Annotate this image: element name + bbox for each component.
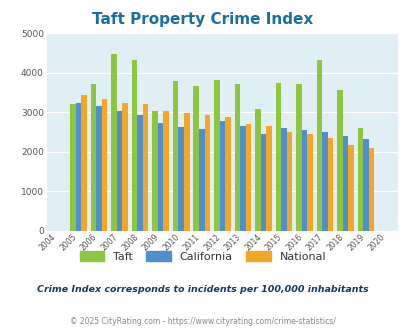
Bar [163,111,168,231]
Bar [295,84,301,231]
Bar [347,145,353,231]
Bar [91,84,96,231]
Bar [158,123,163,231]
Bar [117,111,122,231]
Bar [337,90,342,231]
Bar [362,139,368,231]
Bar [193,86,198,231]
Bar [245,124,251,231]
Bar [81,95,87,231]
Bar [342,136,347,231]
Bar [234,84,239,231]
Bar [219,121,224,231]
Bar [122,103,128,231]
Bar [357,128,362,231]
Bar [143,104,148,231]
Text: Crime Index corresponds to incidents per 100,000 inhabitants: Crime Index corresponds to incidents per… [37,285,368,294]
Bar [204,115,209,231]
Bar [111,53,117,231]
Bar [260,134,265,231]
Text: © 2025 CityRating.com - https://www.cityrating.com/crime-statistics/: © 2025 CityRating.com - https://www.city… [70,317,335,326]
Bar [286,132,292,231]
Bar [76,103,81,231]
Bar [132,60,137,231]
Bar [275,82,280,231]
Bar [102,99,107,231]
Bar [368,148,373,231]
Bar [213,80,219,231]
Bar [239,126,245,231]
Text: Taft Property Crime Index: Taft Property Crime Index [92,12,313,26]
Bar [307,134,312,231]
Bar [265,126,271,231]
Bar [322,132,327,231]
Bar [96,106,102,231]
Bar [183,113,189,231]
Bar [198,129,204,231]
Bar [327,138,333,231]
Bar [254,109,260,231]
Bar [173,81,178,231]
Bar [301,130,307,231]
Bar [316,60,322,231]
Legend: Taft, California, National: Taft, California, National [80,251,325,262]
Bar [70,104,76,231]
Bar [137,115,143,231]
Bar [224,117,230,231]
Bar [280,128,286,231]
Bar [152,111,158,231]
Bar [178,127,183,231]
